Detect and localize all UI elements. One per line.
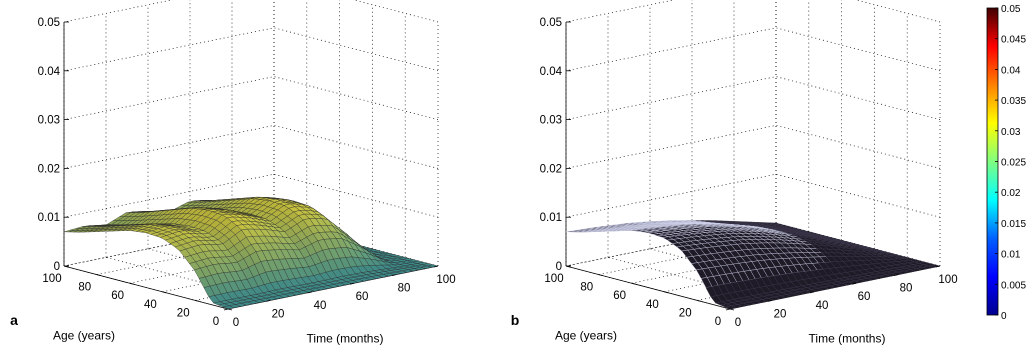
colorbar-tick-label: 0.02 [1001, 188, 1021, 199]
time-tick [265, 300, 271, 302]
time-tick-label: 60 [858, 291, 871, 303]
z-tick-label: 0.03 [540, 115, 562, 127]
time-tick [851, 282, 857, 285]
z-tick-label: 0.02 [38, 163, 60, 175]
grid-line [565, 0, 941, 23]
age-tick-label: 80 [580, 282, 593, 294]
z-tick-label: 0.04 [540, 66, 563, 78]
age-axis-line [63, 265, 229, 310]
z-tick-label: 0.03 [38, 115, 60, 127]
grid-line [63, 125, 439, 169]
time-axis-label: Time (months) [307, 332, 384, 346]
age-axis-label: Age (years) [555, 329, 617, 343]
colorbar-tick-label: 0.03 [1001, 127, 1021, 138]
time-tick [433, 265, 439, 268]
age-tick-label: 40 [144, 299, 157, 311]
age-tick [565, 265, 571, 268]
grid-line [63, 173, 439, 218]
time-tick [893, 274, 899, 276]
tick-labels: 00.010.020.030.040.050204060801000204060… [38, 17, 456, 329]
z-tick-label: 0 [54, 261, 60, 273]
time-tick [349, 282, 355, 285]
colorbar-tick-label: 0 [1001, 311, 1007, 322]
z-tick-label: 0 [556, 261, 562, 273]
time-tick [725, 308, 731, 311]
grid-line [565, 125, 941, 169]
surface [565, 220, 941, 310]
panel-b: 00.010.020.030.040.050204060801000204060… [511, 0, 958, 346]
z-tick-label: 0.02 [540, 163, 562, 175]
age-tick-label: 0 [715, 316, 721, 328]
age-tick [162, 291, 167, 294]
age-tick [729, 308, 735, 311]
time-tick-label: 80 [900, 283, 913, 295]
age-tick [697, 300, 702, 302]
grid-line [565, 173, 941, 218]
age-tick-label: 80 [78, 282, 91, 294]
colorbar-tick-label: 0.015 [1001, 219, 1026, 230]
time-tick-label: 20 [272, 308, 285, 320]
z-tick-label: 0.01 [540, 212, 562, 224]
surface [63, 197, 439, 310]
time-axis-label: Time (months) [809, 332, 886, 346]
panel-a: 00.010.020.030.040.050204060801000204060… [10, 0, 456, 346]
age-tick-label: 0 [213, 316, 219, 328]
tick-labels: 00.010.020.030.040.050204060801000204060… [540, 17, 958, 329]
time-tick-label: 0 [735, 317, 741, 329]
colorbar-tick-label: 0.005 [1001, 280, 1026, 291]
time-tick [223, 308, 229, 311]
colorbar-tick-label: 0.025 [1001, 158, 1026, 169]
age-tick [96, 274, 101, 276]
z-tick-label: 0.05 [540, 17, 562, 29]
grid-line [63, 27, 439, 72]
age-tick [227, 308, 233, 311]
z-tick-label: 0.01 [38, 212, 60, 224]
time-tick-label: 100 [436, 274, 455, 286]
colorbar: 0 0.005 0.01 0.015 0.02 0.025 0.03 0.035 0.04 0.0… [986, 4, 1026, 322]
grid-line [565, 76, 941, 120]
time-tick-label: 100 [938, 274, 957, 286]
z-tick-label: 0.05 [38, 17, 60, 29]
time-tick-label: 40 [314, 300, 327, 312]
age-tick [664, 291, 669, 294]
colorbar-tick-label: 0.01 [1001, 250, 1021, 261]
grid-line [63, 76, 439, 120]
colorbar-tick-label: 0.035 [1001, 96, 1026, 107]
panel-letter: a [10, 312, 18, 328]
time-tick-label: 0 [233, 317, 239, 329]
age-tick-label: 100 [544, 273, 563, 285]
time-tick-label: 60 [356, 291, 369, 303]
grid-line [63, 0, 439, 23]
time-tick [307, 291, 313, 294]
time-tick-label: 80 [398, 283, 411, 295]
age-tick [631, 282, 636, 285]
age-tick [195, 300, 200, 302]
age-tick [63, 265, 69, 268]
time-tick [767, 300, 773, 302]
grid-line [565, 27, 941, 72]
colorbar-tick-label: 0.045 [1001, 35, 1026, 46]
age-tick-label: 100 [42, 273, 61, 285]
age-tick-label: 60 [111, 290, 124, 302]
time-tick-label: 40 [816, 300, 829, 312]
colorbar-tick-label: 0.04 [1001, 65, 1021, 76]
age-tick-label: 20 [177, 307, 190, 319]
age-tick-label: 40 [646, 299, 659, 311]
panel-letter: b [511, 312, 520, 328]
colorbar-tick-label: 0.05 [1001, 4, 1021, 15]
z-tick-label: 0.04 [38, 66, 61, 78]
age-tick-label: 20 [679, 307, 692, 319]
age-tick [598, 274, 603, 276]
time-tick [935, 265, 941, 268]
age-tick [129, 282, 134, 285]
age-tick-label: 60 [613, 290, 626, 302]
time-tick-label: 20 [774, 308, 787, 320]
time-tick [809, 291, 815, 294]
age-axis-line [565, 265, 731, 310]
age-axis-label: Age (years) [53, 329, 115, 343]
time-tick [391, 274, 397, 276]
